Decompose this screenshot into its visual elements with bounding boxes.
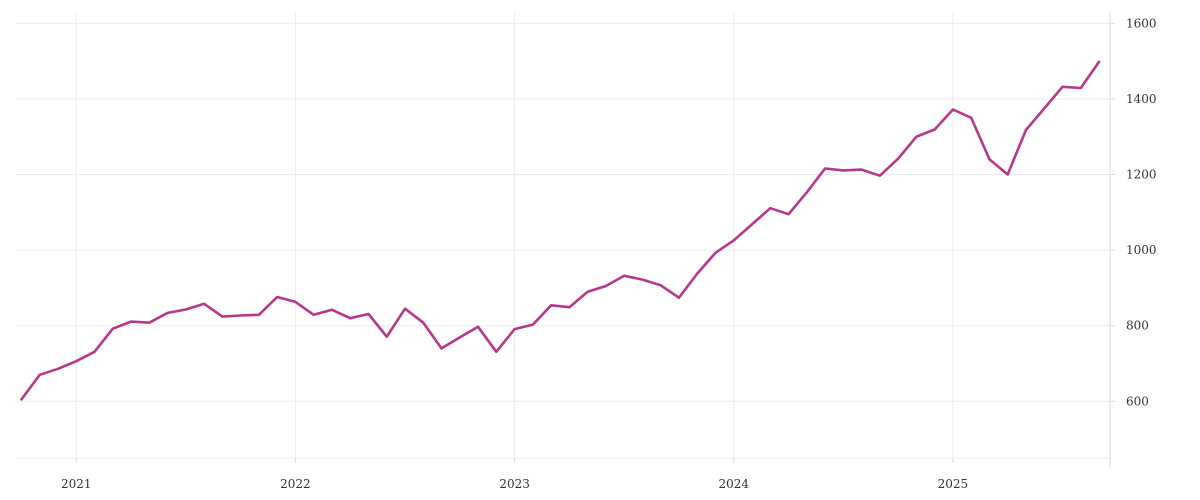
series-line [20,60,1101,401]
x-tick-label: 2024 [718,477,749,491]
x-tick-label: 2023 [499,477,530,491]
y-tick-label: 1000 [1126,243,1157,257]
series-layer [20,60,1101,401]
grid-layer [16,12,1110,458]
x-tick-label: 2021 [61,477,92,491]
y-tick-label: 600 [1126,394,1149,408]
y-tick-label: 1400 [1126,92,1157,106]
y-tick-label: 800 [1126,319,1149,333]
x-tick-label: 2025 [938,477,969,491]
axis-layer [16,12,1115,468]
y-tick-label: 1600 [1126,16,1157,30]
x-tick-label: 2022 [280,477,311,491]
tick-label-layer: 600 800 1000 1200 1400 1600 2021 2022 2023 2024 20… [61,16,1157,491]
y-tick-label: 1200 [1126,168,1157,182]
